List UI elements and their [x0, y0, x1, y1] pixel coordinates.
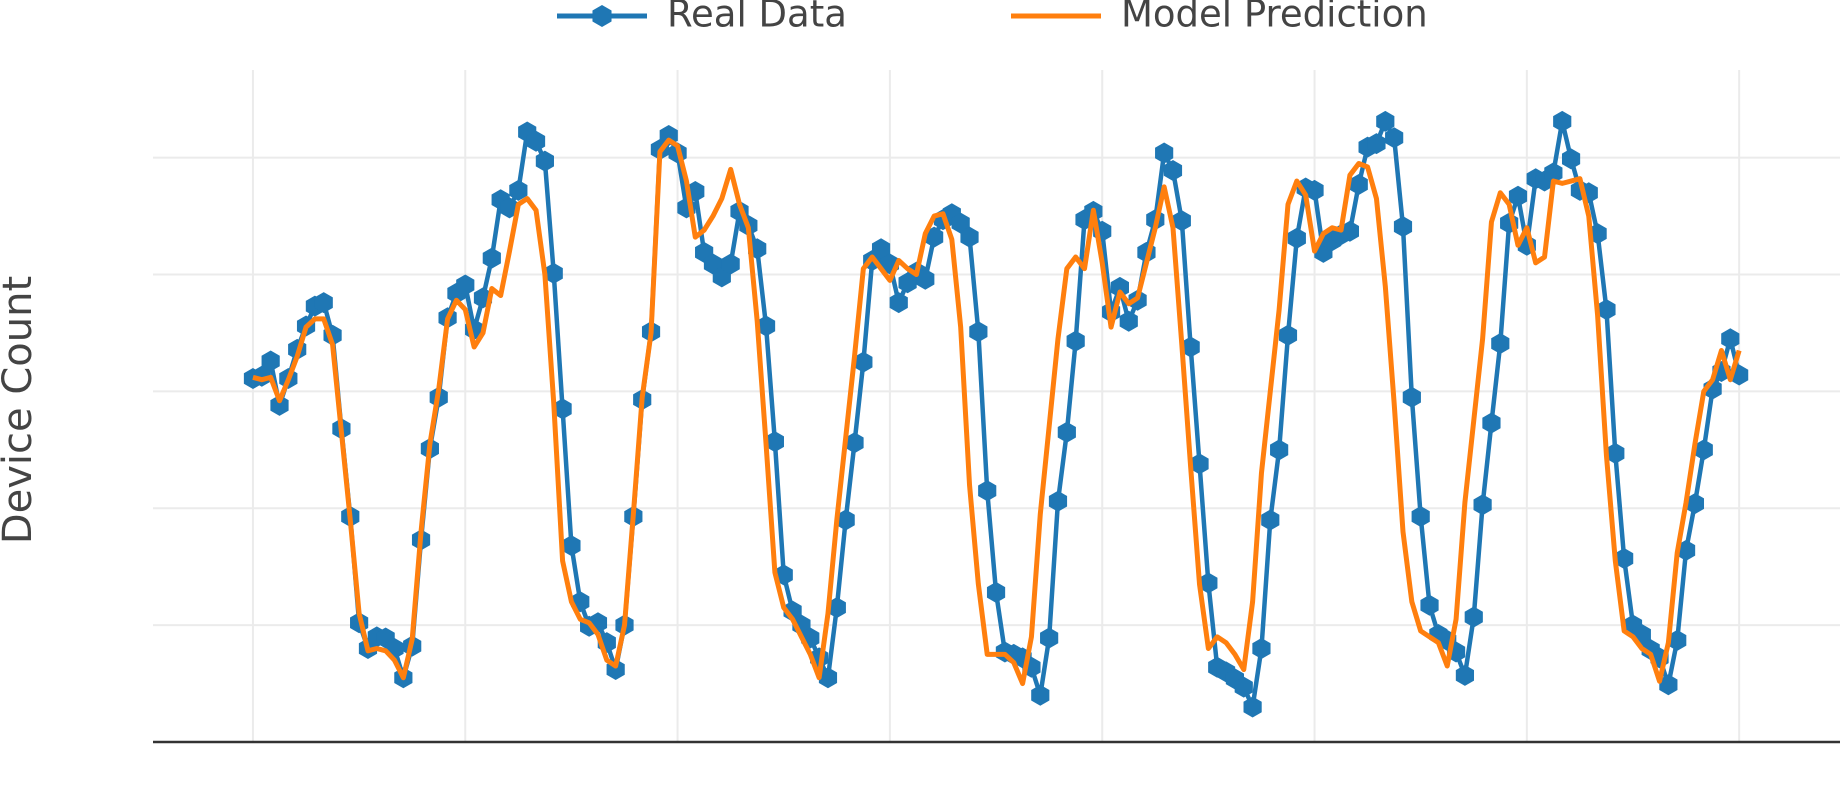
marker: [765, 431, 784, 453]
marker: [270, 394, 289, 416]
marker: [1349, 174, 1368, 196]
marker: [836, 509, 855, 531]
marker: [1119, 310, 1138, 332]
marker: [1668, 629, 1687, 651]
marker: [553, 398, 572, 420]
marker: [1270, 439, 1289, 461]
marker: [1155, 142, 1174, 164]
marker: [845, 432, 864, 454]
marker: [721, 253, 740, 275]
marker: [1676, 539, 1696, 561]
marker: [1685, 493, 1705, 515]
marker: [756, 315, 776, 337]
marker: [1110, 276, 1129, 298]
marker: [1473, 494, 1492, 516]
marker: [1721, 328, 1740, 350]
marker: [1420, 594, 1439, 616]
marker: [1508, 185, 1528, 207]
marker: [1243, 696, 1262, 718]
marker: [1163, 160, 1183, 182]
legend-item: Real Data: [557, 0, 847, 36]
marker: [916, 268, 935, 290]
marker: [889, 292, 908, 314]
marker: [960, 226, 979, 248]
marker: [986, 581, 1006, 603]
marker: [1553, 110, 1572, 132]
marker: [1455, 664, 1475, 686]
marker: [1261, 509, 1280, 531]
marker: [535, 150, 554, 172]
y-axis-label: Device Count: [0, 276, 41, 544]
marker: [544, 262, 563, 284]
marker: [261, 350, 280, 372]
marker: [1040, 627, 1059, 649]
marker: [1402, 386, 1421, 408]
marker: [969, 321, 988, 343]
marker: [1491, 332, 1510, 354]
legend-label: Real Data: [667, 0, 847, 36]
marker: [1031, 684, 1050, 706]
marker: [1252, 638, 1271, 659]
marker: [1393, 216, 1413, 238]
marker: [854, 351, 873, 373]
marker: [1172, 210, 1191, 232]
marker: [509, 179, 528, 201]
marker: [562, 535, 581, 557]
marker: [1181, 336, 1200, 358]
marker: [1190, 453, 1209, 475]
marker: [1066, 330, 1085, 352]
marker: [951, 212, 970, 234]
marker: [1597, 299, 1616, 321]
marker: [456, 274, 475, 296]
marker: [925, 226, 944, 248]
marker: [1606, 442, 1625, 464]
marker: [1048, 490, 1068, 512]
marker: [1057, 421, 1076, 443]
marker: [1694, 439, 1713, 461]
marker: [1544, 162, 1563, 184]
marker: [871, 238, 891, 260]
marker: [1234, 676, 1253, 698]
marker: [1199, 572, 1218, 594]
marker: [1411, 505, 1430, 527]
marker: [252, 365, 271, 387]
marker: [1482, 412, 1501, 434]
legend-item: Model Prediction: [1011, 0, 1428, 36]
marker: [1340, 220, 1360, 242]
marker: [978, 480, 997, 502]
marker: [1385, 127, 1404, 149]
marker: [827, 597, 846, 619]
legend-label: Model Prediction: [1121, 0, 1428, 36]
marker: [526, 130, 546, 152]
marker: [1376, 110, 1395, 132]
marker: [500, 197, 519, 219]
marker: [818, 667, 838, 689]
marker: [1615, 548, 1634, 570]
marker: [1287, 227, 1306, 249]
marker: [1278, 324, 1298, 346]
marker: [1561, 148, 1581, 170]
series-line: [252, 119, 1742, 710]
legend-marker: [592, 5, 612, 27]
markers: [243, 110, 1749, 718]
marker: [1305, 179, 1324, 201]
marker: [1464, 606, 1483, 628]
marker: [1659, 674, 1678, 696]
marker: [482, 247, 501, 269]
series-line: [252, 137, 1742, 687]
marker: [314, 292, 333, 314]
marker: [1367, 133, 1386, 155]
